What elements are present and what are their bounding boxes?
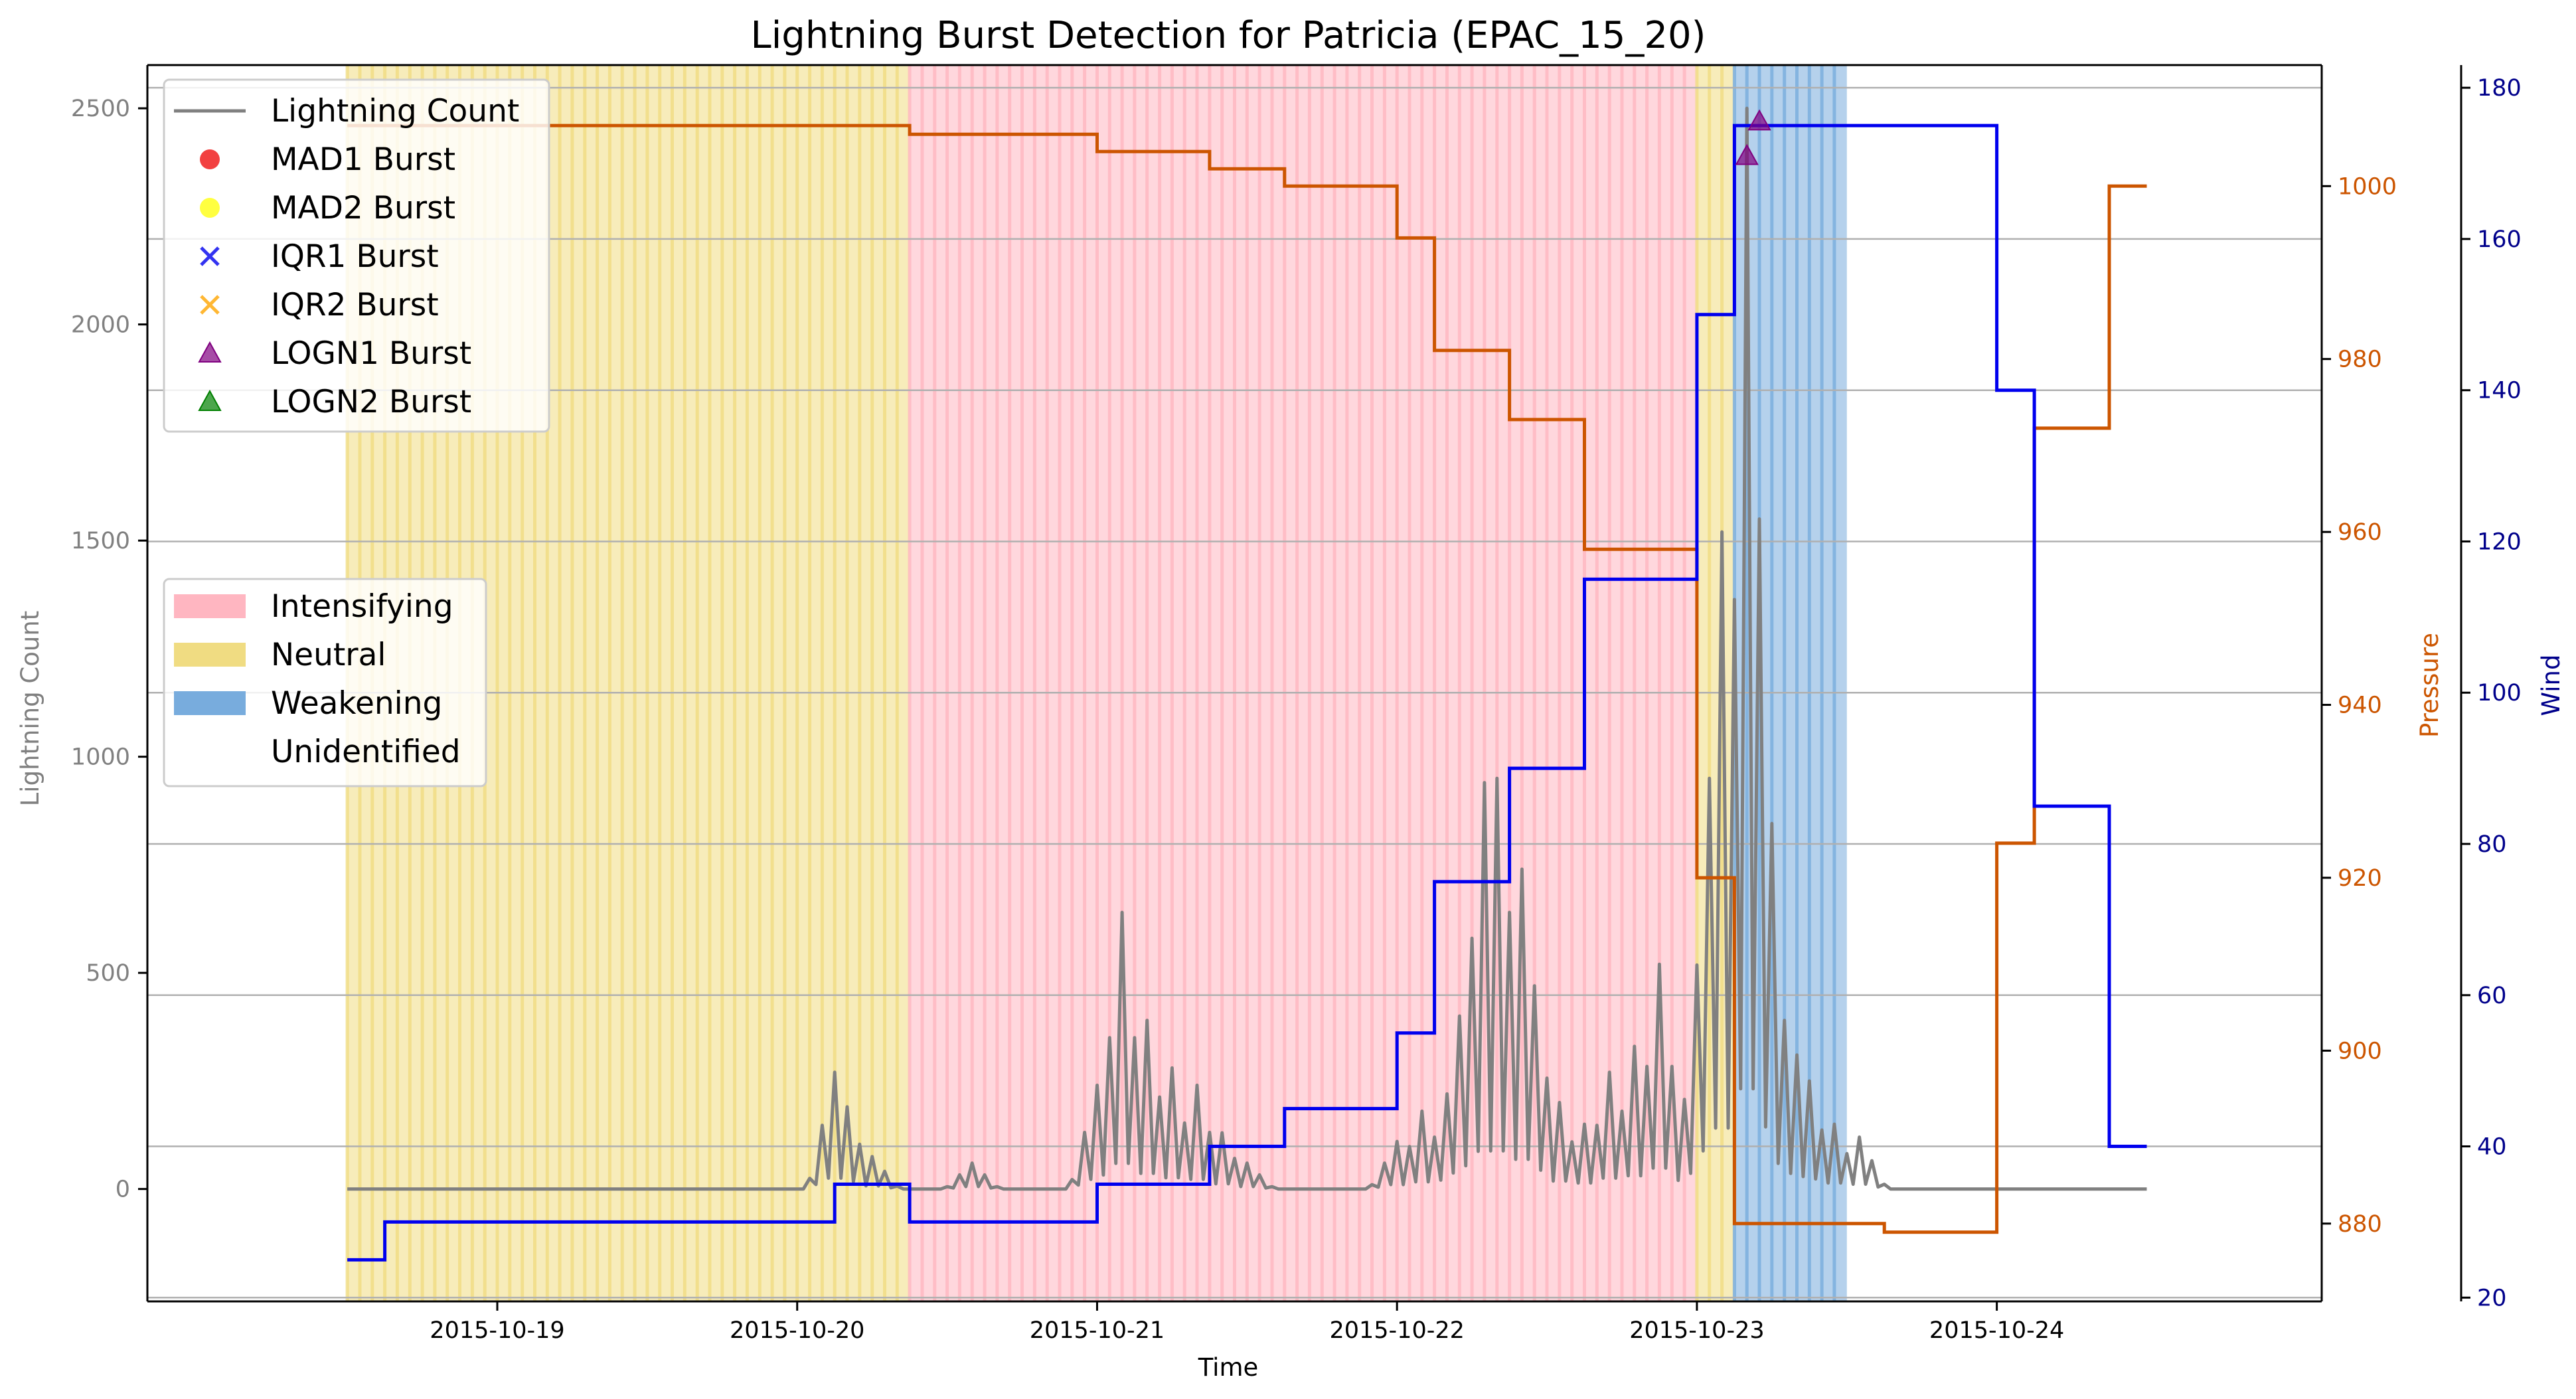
x-tick-label: 2015-10-23 xyxy=(1629,1317,1764,1344)
pressure-series xyxy=(347,123,2147,1234)
x-axis-label: Time xyxy=(1198,1353,1259,1382)
legend-x-icon xyxy=(200,295,220,315)
legend-label: LOGN1 Burst xyxy=(271,335,471,372)
pressure-line xyxy=(347,123,2147,1234)
legend-label: MAD2 Burst xyxy=(271,190,455,226)
chart-title: Lightning Burst Detection for Patricia (… xyxy=(751,14,1706,57)
phase-band-intensifying xyxy=(910,65,1697,1301)
y-tick-label-pressure: 940 xyxy=(2338,693,2382,719)
lightning-series xyxy=(347,106,2147,1191)
y-tick-label-wind: 160 xyxy=(2477,226,2522,253)
x-tick-label: 2015-10-19 xyxy=(430,1317,564,1344)
legend-label: LOGN2 Burst xyxy=(271,384,471,420)
x-tick-label: 2015-10-22 xyxy=(1329,1317,1464,1344)
y-tick-label-left: 1000 xyxy=(71,744,130,771)
y-tick-label-wind: 40 xyxy=(2477,1134,2507,1161)
y-tick-label-pressure: 960 xyxy=(2338,519,2382,546)
legend-triangle-icon xyxy=(198,389,222,411)
lightning-line xyxy=(347,106,2147,1191)
y-tick-label-wind: 80 xyxy=(2477,831,2507,858)
legend-box xyxy=(163,78,550,433)
phase-legend-swatch xyxy=(174,643,246,667)
y-tick-label-left: 1500 xyxy=(71,528,130,554)
y-tick-label-wind: 100 xyxy=(2477,680,2522,706)
legend-label: IQR2 Burst xyxy=(271,287,439,323)
burst-marker-logn1 xyxy=(1747,109,1771,131)
legend-phases: Intensifying Neutral Weakening Unidentified xyxy=(163,578,487,787)
burst-markers xyxy=(1735,109,1771,165)
phase-legend-label: Weakening xyxy=(271,685,442,722)
phase-band-weakening xyxy=(1734,65,1847,1301)
y-tick-label-wind: 60 xyxy=(2477,983,2507,1009)
phase-legend-box xyxy=(163,578,487,787)
y-tick-label-pressure: 900 xyxy=(2338,1038,2382,1064)
y-axis-label-pressure: Pressure xyxy=(2415,633,2444,738)
y-tick-label-left: 500 xyxy=(86,960,130,987)
phase-legend-label: Unidentified xyxy=(271,734,461,770)
y-tick-label-pressure: 1000 xyxy=(2338,173,2397,200)
x-tick-label: 2015-10-21 xyxy=(1030,1317,1165,1344)
phase-legend-swatch xyxy=(174,691,246,715)
y-tick-label-pressure: 880 xyxy=(2338,1211,2382,1238)
y-tick-label-wind: 120 xyxy=(2477,529,2522,555)
axes: 2015-10-19 2015-10-20 2015-10-21 2015-10-22… xyxy=(71,64,2522,1344)
wind-line xyxy=(347,123,2147,1262)
legend-triangle-icon xyxy=(198,341,222,363)
legend-label: Lightning Count xyxy=(271,93,519,129)
y-tick-label-wind: 180 xyxy=(2477,75,2522,102)
x-tick-label: 2015-10-24 xyxy=(1929,1317,2064,1344)
wind-series xyxy=(347,123,2147,1262)
x-tick-label: 2015-10-20 xyxy=(730,1317,864,1344)
y-tick-label-pressure: 920 xyxy=(2338,865,2382,892)
burst-marker-logn1 xyxy=(1735,143,1759,165)
legend-circle-icon xyxy=(200,198,220,218)
phase-legend-label: Neutral xyxy=(271,637,386,673)
y-axis-label-wind: Wind xyxy=(2537,655,2565,716)
y-tick-label-pressure: 980 xyxy=(2338,347,2382,373)
legend-circle-icon xyxy=(200,149,220,169)
y-tick-label-wind: 20 xyxy=(2477,1285,2507,1311)
phase-stripes-intensifying xyxy=(908,65,1686,1301)
phase-legend-label: Intensifying xyxy=(271,588,453,625)
y-axis-label-left: Lightning Count xyxy=(16,611,44,807)
y-tick-label-left: 2000 xyxy=(71,312,130,339)
legend-label: MAD1 Burst xyxy=(271,141,455,178)
y-tick-label-left: 0 xyxy=(116,1177,130,1203)
legend-x-icon xyxy=(200,246,220,266)
legend-label: IQR1 Burst xyxy=(271,238,439,275)
phase-legend-swatch xyxy=(174,594,246,618)
y-tick-label-left: 2500 xyxy=(71,96,130,122)
legend-series: Lightning Count MAD1 Burst MAD2 Burst IQR1 … xyxy=(163,78,550,433)
y-tick-label-wind: 140 xyxy=(2477,378,2522,404)
